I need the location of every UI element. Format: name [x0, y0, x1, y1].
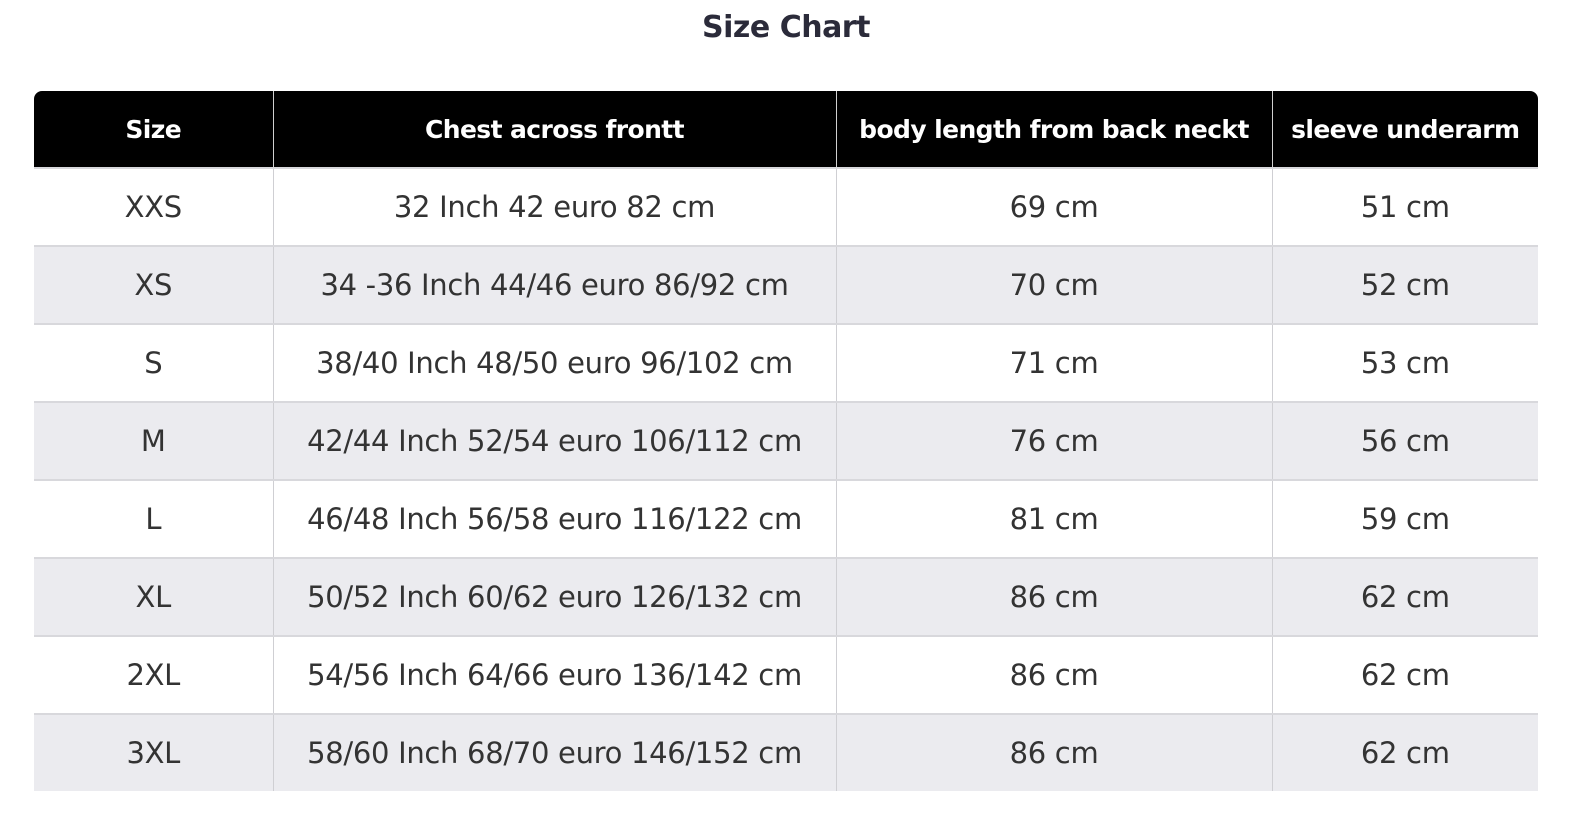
table-cell: 52 cm: [1271, 245, 1538, 324]
column-header: Size: [34, 91, 273, 168]
table-cell: 70 cm: [835, 245, 1272, 324]
table-cell: 54/56 Inch 64/66 euro 136/142 cm: [272, 635, 836, 714]
page-title: Size Chart: [702, 10, 870, 45]
table-cell: 81 cm: [835, 479, 1272, 558]
table-cell: 58/60 Inch 68/70 euro 146/152 cm: [272, 713, 836, 791]
table-cell: 71 cm: [835, 323, 1272, 402]
table-row: XS 34 -36 Inch 44/46 euro 86/92 cm 70 cm 52…: [34, 245, 1538, 324]
table-cell: 62 cm: [1271, 557, 1538, 636]
table-row: 3XL 58/60 Inch 68/70 euro 146/152 cm 86 cm…: [34, 713, 1538, 791]
table-cell: 2XL: [34, 635, 273, 714]
table-cell: XS: [34, 245, 273, 324]
table-cell: 62 cm: [1271, 635, 1538, 714]
table-cell: XL: [34, 557, 273, 636]
table-row: M 42/44 Inch 52/54 euro 106/112 cm 76 cm 56…: [34, 401, 1538, 480]
table-cell: 69 cm: [835, 167, 1272, 246]
column-header: body length from back neckt: [835, 91, 1272, 168]
table-cell: 62 cm: [1271, 713, 1538, 791]
table-row: L 46/48 Inch 56/58 euro 116/122 cm 81 cm 59…: [34, 479, 1538, 558]
table-row: S 38/40 Inch 48/50 euro 96/102 cm 71 cm 53 …: [34, 323, 1538, 402]
size-chart-table: Size Chest across frontt body length from …: [34, 91, 1538, 791]
table-row: XXS 32 Inch 42 euro 82 cm 69 cm 51 cm: [34, 167, 1538, 246]
table-row: XL 50/52 Inch 60/62 euro 126/132 cm 86 cm 6…: [34, 557, 1538, 636]
table-cell: XXS: [34, 167, 273, 246]
table-cell: 86 cm: [835, 557, 1272, 636]
table-cell: 32 Inch 42 euro 82 cm: [272, 167, 836, 246]
table-cell: L: [34, 479, 273, 558]
table-cell: 76 cm: [835, 401, 1272, 480]
column-header: Chest across frontt: [272, 91, 836, 168]
table-cell: 42/44 Inch 52/54 euro 106/112 cm: [272, 401, 836, 480]
table-cell: 3XL: [34, 713, 273, 791]
table-row: 2XL 54/56 Inch 64/66 euro 136/142 cm 86 cm…: [34, 635, 1538, 714]
table-cell: 34 -36 Inch 44/46 euro 86/92 cm: [272, 245, 836, 324]
table-cell: 53 cm: [1271, 323, 1538, 402]
table-cell: 50/52 Inch 60/62 euro 126/132 cm: [272, 557, 836, 636]
table-cell: 46/48 Inch 56/58 euro 116/122 cm: [272, 479, 836, 558]
table-cell: 59 cm: [1271, 479, 1538, 558]
table-cell: 51 cm: [1271, 167, 1538, 246]
table-cell: 38/40 Inch 48/50 euro 96/102 cm: [272, 323, 836, 402]
column-header: sleeve underarm: [1271, 91, 1538, 168]
table-cell: 86 cm: [835, 635, 1272, 714]
table-cell: 56 cm: [1271, 401, 1538, 480]
table-cell: S: [34, 323, 273, 402]
table-header-row: Size Chest across frontt body length from …: [34, 91, 1538, 168]
table-cell: 86 cm: [835, 713, 1272, 791]
table-cell: M: [34, 401, 273, 480]
